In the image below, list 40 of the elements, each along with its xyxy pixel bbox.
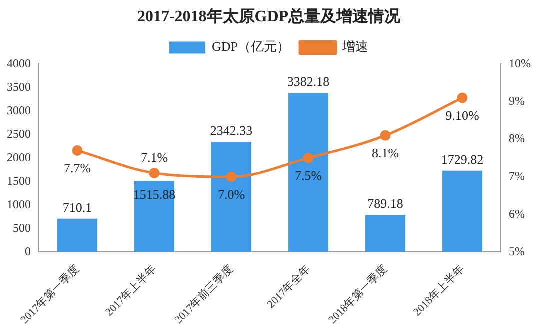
y-tick-label: 500: [13, 220, 31, 235]
point: [380, 130, 391, 141]
point: [226, 172, 237, 182]
data-label: 789.18: [368, 196, 404, 212]
y-tick-label: 1000: [7, 197, 31, 212]
data-label: 7.5%: [294, 168, 322, 184]
y-tick-label: 3500: [7, 80, 31, 94]
bar: [211, 142, 252, 252]
data-label: 7.7%: [64, 160, 92, 176]
data-label: 9.10%: [446, 108, 480, 123]
legend-label: 增速: [342, 39, 369, 54]
data-label: 8.1%: [372, 146, 400, 161]
y2-tick-label: 7%: [509, 169, 526, 184]
bar: [288, 93, 329, 252]
y-tick-label: 1500: [7, 174, 31, 188]
y-tick-label: 4000: [7, 56, 31, 70]
data-label: 7.0%: [218, 186, 246, 202]
bar: [57, 218, 98, 252]
bar: [365, 215, 406, 252]
y-tick-label: 3000: [7, 103, 31, 118]
data-label: 3382.18: [287, 74, 330, 90]
y-tick-label: 0: [25, 244, 31, 258]
point: [303, 152, 314, 164]
legend-label: GDP（亿元）: [212, 39, 290, 54]
chart-title: 2017-2018年太原GDP总量及增速情况: [137, 8, 402, 26]
data-label: 7.1%: [140, 150, 168, 166]
y2-tick-label: 10%: [509, 56, 532, 70]
point: [457, 92, 468, 104]
data-label: 1729.82: [441, 152, 484, 167]
data-label: 2342.33: [210, 123, 253, 138]
y2-tick-label: 9%: [509, 94, 526, 108]
data-label: 710.1: [62, 200, 92, 215]
y2-tick-label: 6%: [509, 206, 526, 221]
point: [149, 168, 160, 178]
y-tick-label: 2500: [7, 126, 31, 141]
y2-tick-label: 5%: [509, 244, 526, 258]
y2-tick-label: 8%: [509, 132, 526, 146]
point: [72, 145, 83, 156]
bar: [442, 170, 483, 252]
y-tick-label: 2000: [7, 150, 31, 164]
